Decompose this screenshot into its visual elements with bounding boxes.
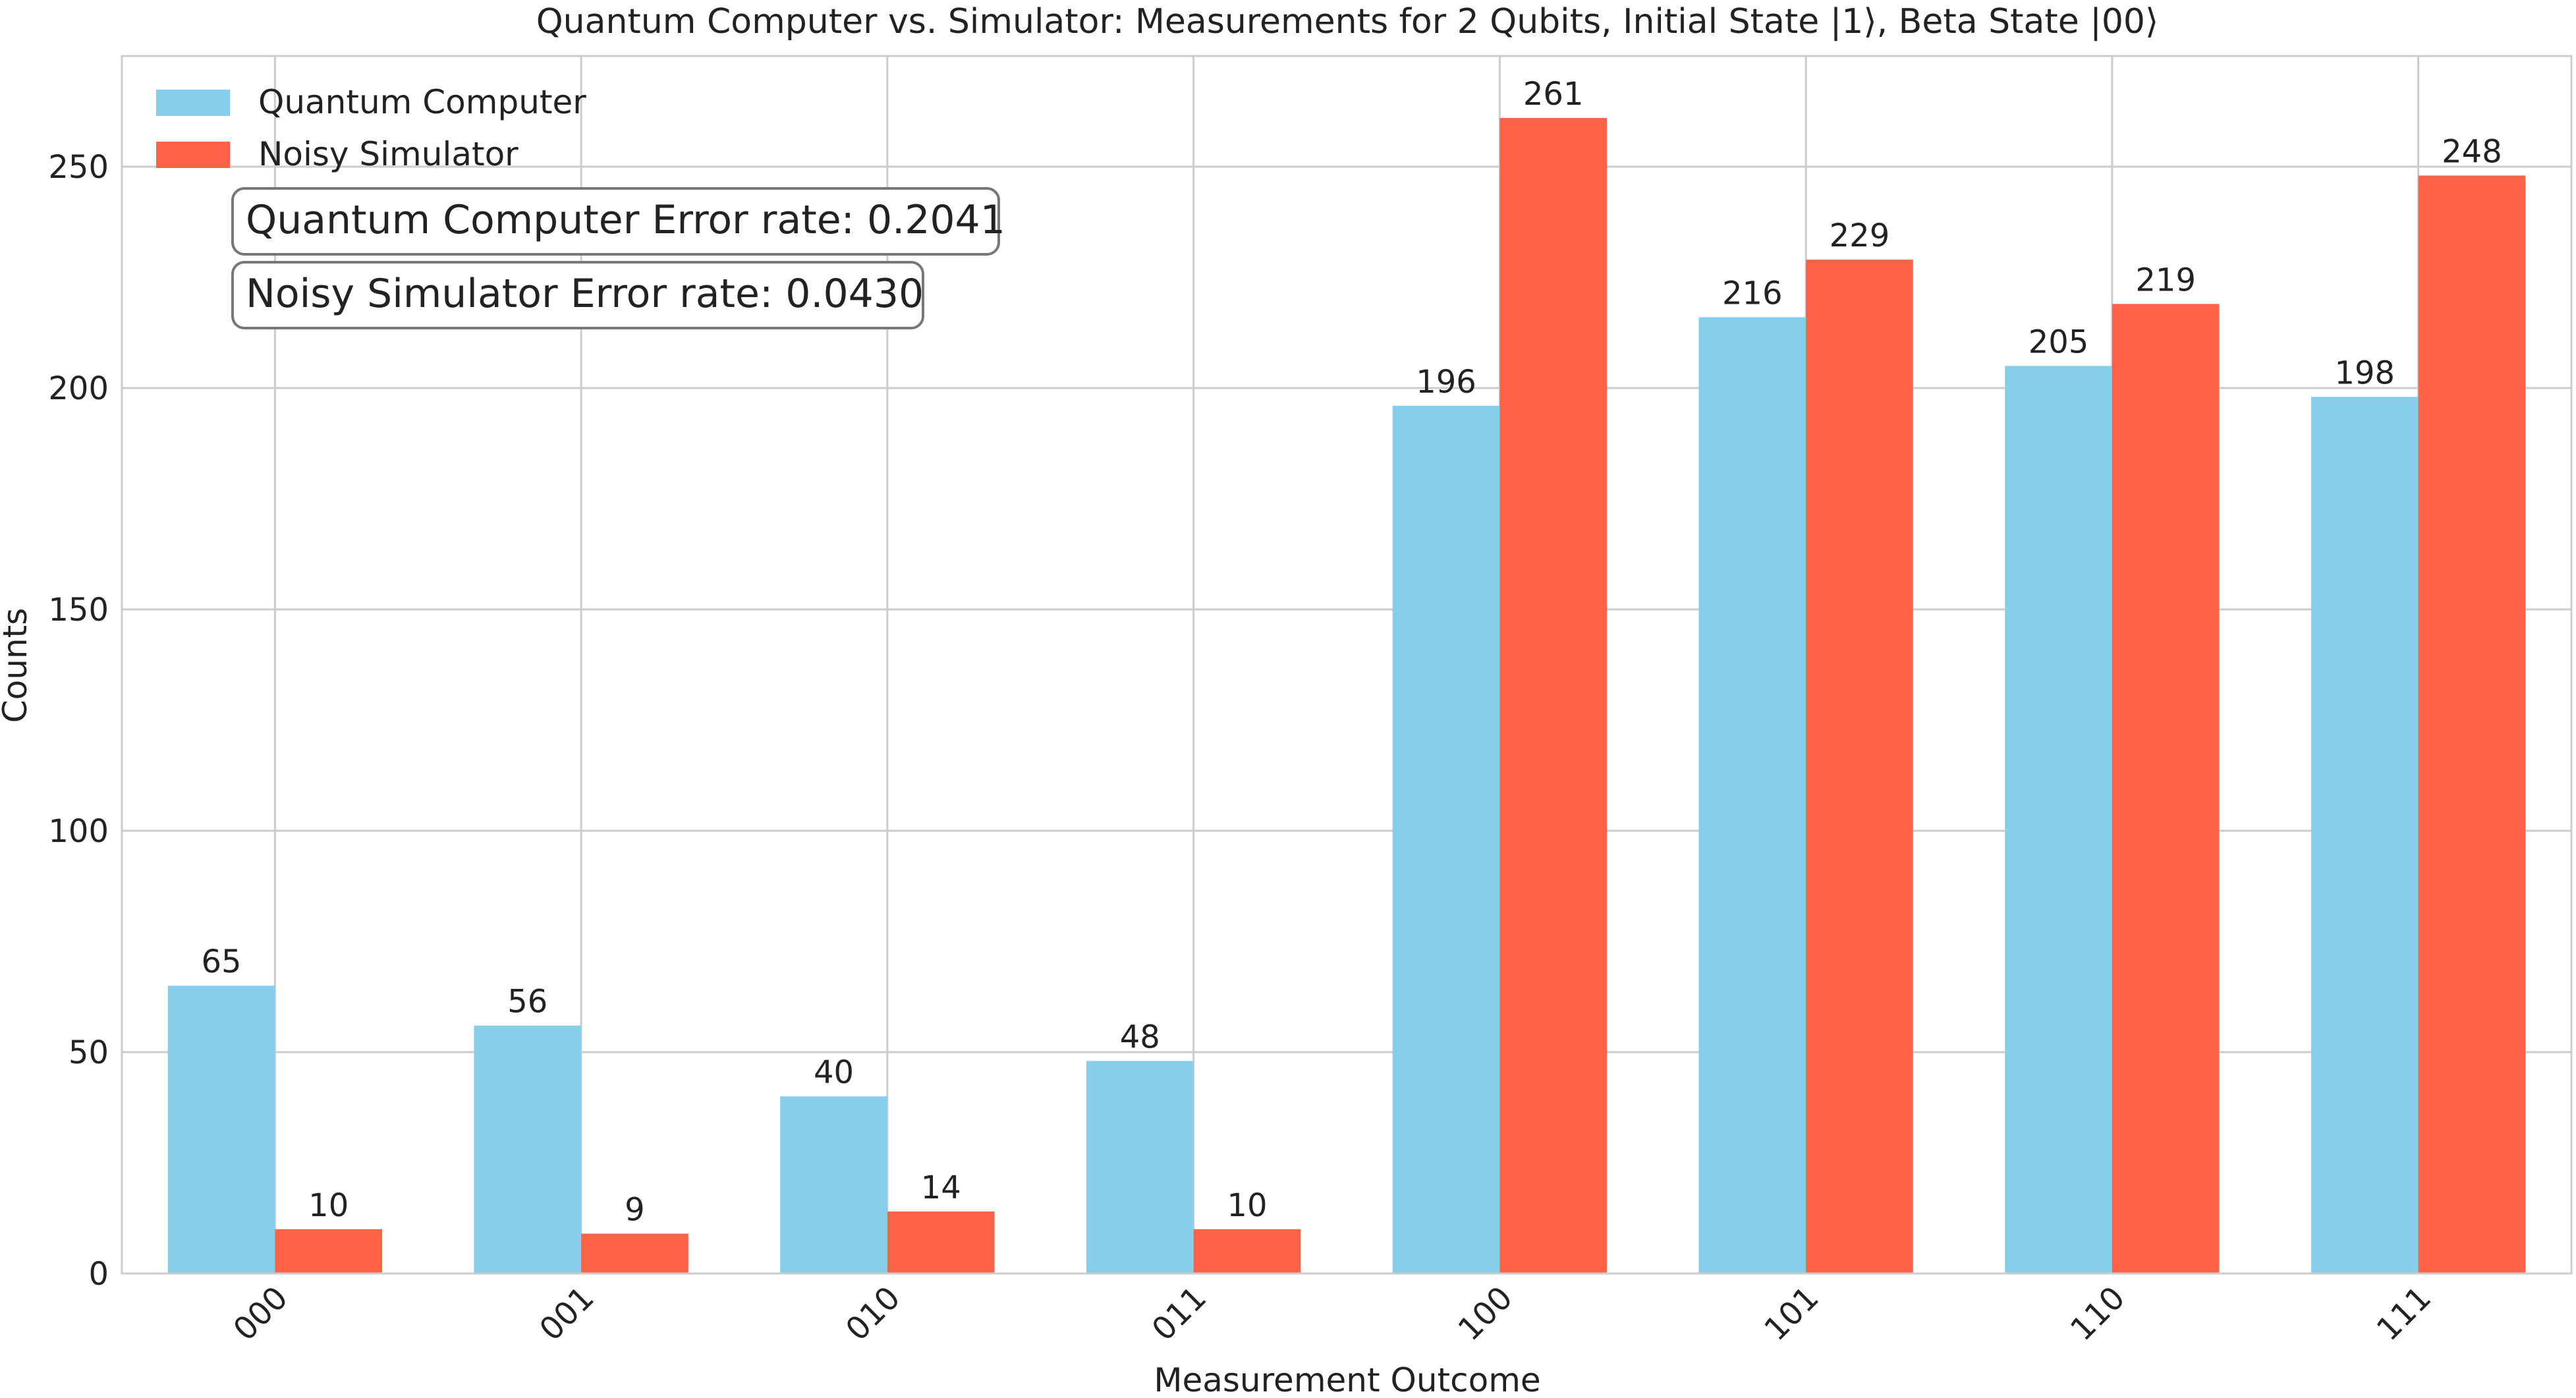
annotation-box-quantum-computer-error <box>231 187 1000 256</box>
data-label-noisy-simulator-101: 229 <box>1830 217 1890 254</box>
data-label-quantum-computer-111: 198 <box>2334 354 2395 391</box>
bar-noisy-simulator-010 <box>887 1211 995 1273</box>
data-label-quantum-computer-100: 196 <box>1416 364 1476 401</box>
bar-noisy-simulator-000 <box>275 1229 383 1273</box>
data-label-noisy-simulator-000: 10 <box>308 1187 349 1224</box>
bar-quantum-computer-101 <box>1698 317 1806 1274</box>
error-rate-annotations: Quantum Computer Error rate: 0.2041 Nois… <box>231 187 1005 329</box>
bar-noisy-simulator-100 <box>1499 118 1608 1274</box>
bar-quantum-computer-111 <box>2310 397 2419 1274</box>
annotation-quantum-computer-error-rate: Quantum Computer Error rate: 0.2041 <box>246 197 1005 243</box>
data-label-noisy-simulator-111: 248 <box>2442 133 2502 170</box>
data-labels: 65 56 40 48 196 216 205 198 10 9 14 10 261 229 219 248 <box>202 76 2502 1228</box>
data-label-quantum-computer-000: 65 <box>202 943 242 980</box>
y-tick-label-0: 0 <box>88 1256 109 1293</box>
data-label-noisy-simulator-010: 14 <box>921 1169 961 1206</box>
bar-noisy-simulator-001 <box>581 1233 688 1273</box>
legend-swatch-noisy-simulator <box>156 142 230 168</box>
annotation-noisy-simulator-error-rate: Noisy Simulator Error rate: 0.0430 <box>246 271 924 317</box>
data-label-noisy-simulator-001: 9 <box>625 1192 645 1229</box>
y-tick-label-150: 150 <box>48 592 109 629</box>
data-label-noisy-simulator-110: 219 <box>2135 262 2196 298</box>
chart-title: Quantum Computer vs. Simulator: Measurem… <box>536 2 2159 42</box>
y-tick-label-200: 200 <box>48 370 109 407</box>
bar-quantum-computer-000 <box>167 986 275 1273</box>
data-label-quantum-computer-110: 205 <box>2029 323 2089 360</box>
bars <box>167 118 2526 1274</box>
legend: Quantum Computer Noisy Simulator <box>156 83 586 173</box>
y-tick-label-100: 100 <box>48 813 109 850</box>
bar-noisy-simulator-111 <box>2418 175 2526 1274</box>
bar-quantum-computer-010 <box>780 1096 887 1273</box>
bar-quantum-computer-100 <box>1392 405 1500 1273</box>
bar-noisy-simulator-101 <box>1806 260 1913 1273</box>
bar-quantum-computer-110 <box>2005 366 2112 1273</box>
data-label-quantum-computer-010: 40 <box>814 1054 854 1091</box>
data-label-quantum-computer-011: 48 <box>1120 1019 1160 1055</box>
bar-quantum-computer-011 <box>1086 1061 1194 1273</box>
x-axis-label: Measurement Outcome <box>1154 1361 1540 1395</box>
y-axis-label: Counts <box>0 608 34 723</box>
data-label-noisy-simulator-011: 10 <box>1227 1187 1267 1224</box>
annotation-box-noisy-simulator-error <box>231 261 924 329</box>
y-tick-label-50: 50 <box>69 1034 109 1071</box>
data-label-noisy-simulator-100: 261 <box>1523 76 1584 113</box>
legend-label-quantum-computer: Quantum Computer <box>258 83 586 121</box>
legend-label-noisy-simulator: Noisy Simulator <box>258 135 518 173</box>
data-label-quantum-computer-001: 56 <box>507 984 547 1021</box>
legend-swatch-quantum-computer <box>156 90 230 116</box>
bar-noisy-simulator-011 <box>1193 1229 1301 1273</box>
bar-noisy-simulator-110 <box>2112 304 2220 1273</box>
data-label-quantum-computer-101: 216 <box>1722 275 1783 312</box>
bar-quantum-computer-001 <box>474 1025 582 1273</box>
plot-area-frame <box>121 55 2573 1275</box>
y-tick-label-250: 250 <box>48 149 109 186</box>
